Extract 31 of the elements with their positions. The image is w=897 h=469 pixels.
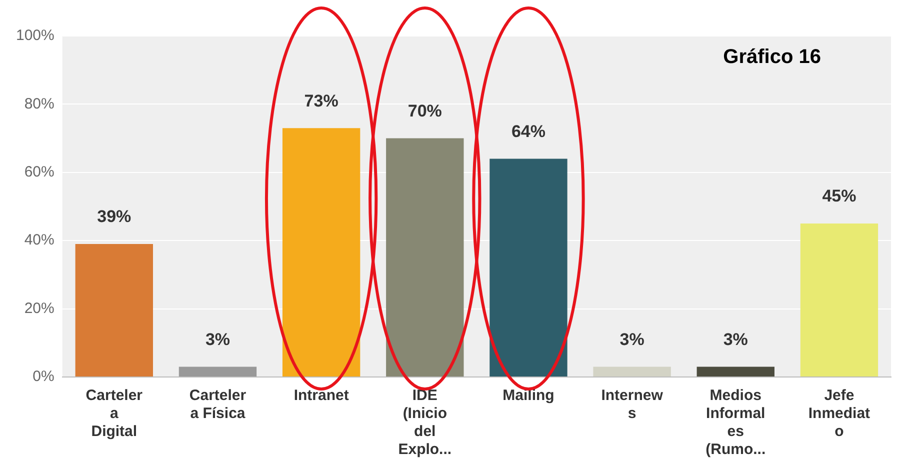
data-label: 45% [822, 186, 856, 206]
data-label: 3% [723, 330, 748, 349]
y-tick-label: 100% [16, 27, 54, 44]
y-tick-label: 40% [24, 232, 54, 249]
data-label: 73% [304, 91, 338, 110]
x-tick-label: Mailing [502, 387, 554, 404]
y-tick-label: 60% [24, 164, 54, 181]
x-tick-label: Carteler a Física [189, 387, 246, 422]
y-tick-label: 0% [32, 368, 54, 386]
text: Gráfico 16 [723, 46, 821, 69]
data-label: 39% [97, 207, 132, 226]
bar [800, 224, 878, 376]
data-label: 3% [620, 330, 644, 349]
bar [282, 128, 360, 376]
data-label: 64% [511, 122, 546, 141]
y-tick-label: 20% [24, 300, 54, 317]
bar [593, 366, 671, 376]
x-tick-label: Intranet [294, 387, 349, 404]
data-label: 70% [408, 101, 442, 120]
bar [490, 158, 568, 376]
data-label: 3% [205, 330, 230, 349]
bar [178, 366, 257, 376]
x-tick-label: Internew s [601, 387, 664, 422]
y-tick-label: 80% [24, 95, 54, 112]
x-tick-label: Medios Informal es (Rumo... [706, 387, 766, 458]
x-tick-label: IDE (Inicio del Explo... [398, 387, 452, 458]
bar [75, 244, 153, 376]
bar [696, 366, 774, 376]
bar [386, 138, 464, 376]
x-tick-label: Carteler a Digital [86, 387, 143, 440]
x-tick-label: Jefe Inmediat o [808, 387, 870, 440]
